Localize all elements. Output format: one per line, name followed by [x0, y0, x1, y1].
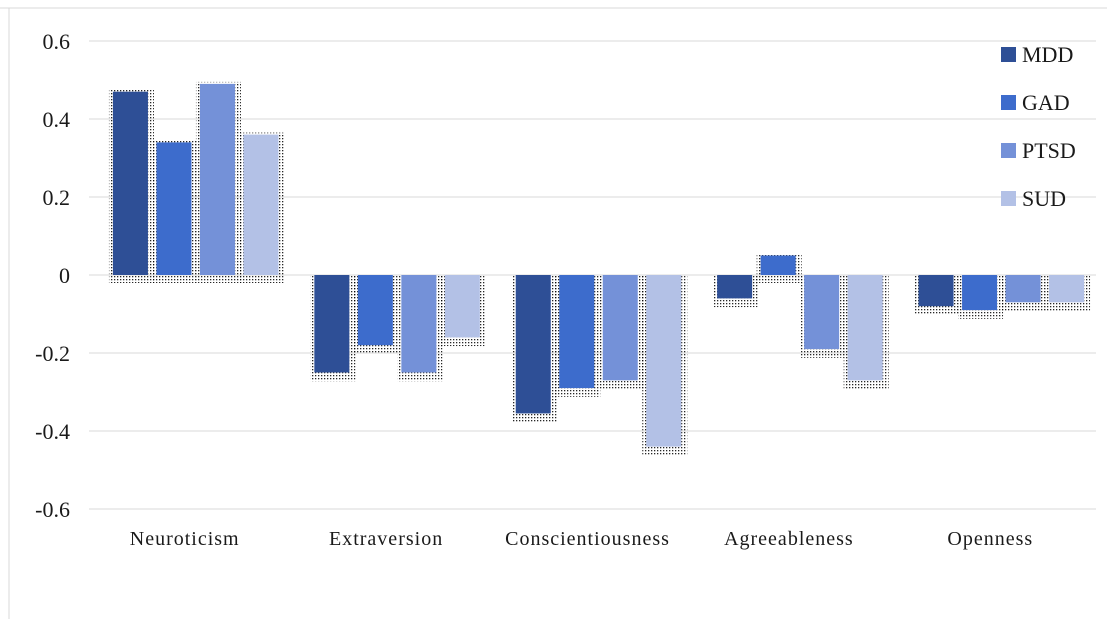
y-tick-label: 0.2	[43, 185, 71, 210]
bar-sud-openness	[1049, 275, 1085, 303]
bar-gad-neuroticism	[156, 142, 192, 275]
bar-mdd-neuroticism	[112, 91, 148, 275]
legend-label-ptsd: PTSD	[1022, 138, 1076, 163]
bars	[112, 83, 1085, 447]
bar-ptsd-neuroticism	[199, 83, 235, 276]
bar-ptsd-conscientiousness	[602, 275, 638, 381]
y-tick-label: 0.4	[43, 107, 71, 132]
category-label-conscientiousness: Conscientiousness	[505, 528, 670, 550]
legend-label-sud: SUD	[1022, 186, 1066, 211]
bar-sud-extraversion	[444, 275, 480, 338]
legend-swatch-gad	[1001, 95, 1016, 110]
legend-label-mdd: MDD	[1022, 42, 1073, 67]
bar-mdd-agreeableness	[717, 275, 753, 299]
y-tick-label: -0.6	[35, 497, 70, 522]
category-label-extraversion: Extraversion	[329, 528, 443, 550]
legend-label-gad: GAD	[1022, 90, 1070, 115]
bar-ptsd-openness	[1005, 275, 1041, 303]
legend-swatch-sud	[1001, 191, 1016, 206]
y-axis-tick-labels: 0.6 0.4 0.2 0 -0.2 -0.4 -0.6	[35, 29, 70, 522]
bar-ptsd-extraversion	[401, 275, 437, 373]
bar-sud-agreeableness	[847, 275, 883, 381]
y-tick-label: 0	[59, 263, 70, 288]
bar-ptsd-agreeableness	[804, 275, 840, 350]
category-label-neuroticism: Neuroticism	[130, 528, 240, 550]
bar-sud-conscientiousness	[646, 275, 682, 447]
bar-gad-openness	[962, 275, 998, 311]
legend: MDD GAD PTSD SUD	[1001, 42, 1076, 211]
legend-swatch-mdd	[1001, 47, 1016, 62]
y-tick-label: -0.4	[35, 419, 70, 444]
bar-mdd-extraversion	[314, 275, 350, 373]
legend-swatch-ptsd	[1001, 143, 1016, 158]
bar-gad-conscientiousness	[559, 275, 595, 389]
bar-sud-neuroticism	[243, 134, 279, 275]
y-tick-label: -0.2	[35, 341, 70, 366]
bar-mdd-conscientiousness	[515, 275, 551, 414]
x-axis-category-labels: Neuroticism Extraversion Conscientiousness…	[130, 528, 1033, 550]
category-label-openness: Openness	[947, 528, 1033, 550]
category-label-agreeableness: Agreeableness	[724, 528, 854, 550]
bar-gad-extraversion	[357, 275, 393, 346]
y-tick-label: 0.6	[43, 29, 71, 54]
bar-gad-agreeableness	[760, 255, 796, 275]
bar-mdd-openness	[918, 275, 954, 307]
